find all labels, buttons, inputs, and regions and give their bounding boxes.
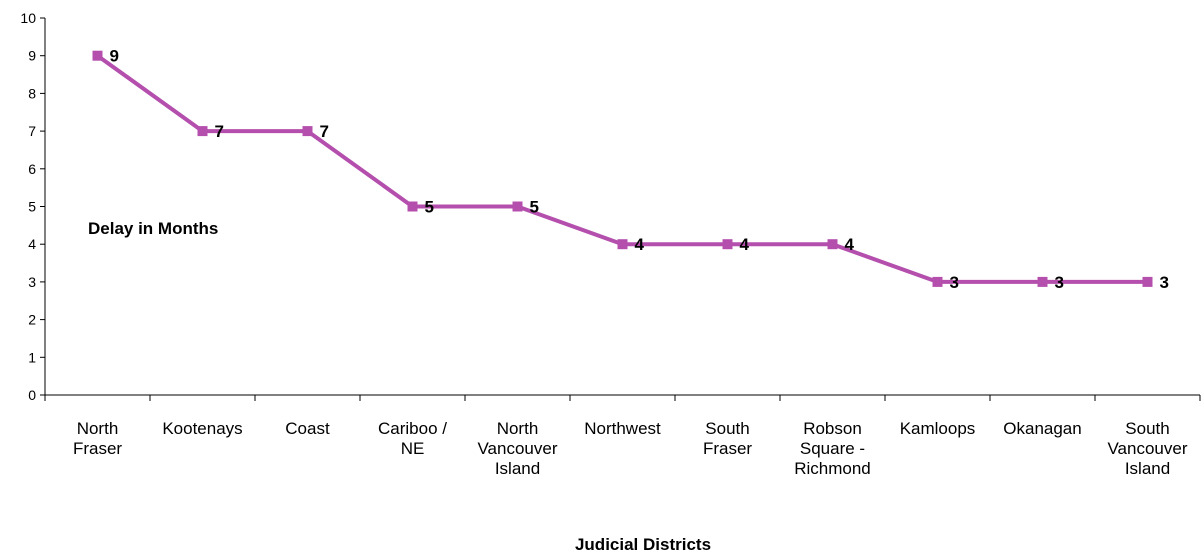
- y-tick-label: 3: [28, 274, 36, 290]
- data-point-marker: [617, 239, 628, 250]
- x-category-label-line: North: [497, 419, 539, 438]
- x-category-label-line: Island: [495, 459, 540, 478]
- x-category-label-line: Kootenays: [162, 419, 242, 438]
- y-tick-label: 6: [28, 161, 36, 177]
- data-point-marker: [1037, 276, 1048, 287]
- x-category-label-line: Coast: [285, 419, 330, 438]
- y-axis: 0 1 2 3 4 5 6 7 8 9 10: [20, 10, 46, 403]
- x-category-label-line: Square -: [800, 439, 865, 458]
- y-tick-label: 7: [28, 123, 36, 139]
- x-category-label-line: Island: [1125, 459, 1170, 478]
- x-category-label-line: South: [705, 419, 749, 438]
- data-value-label: 7: [320, 122, 329, 141]
- x-category-label: North Fraser: [73, 419, 122, 458]
- x-category-label: South Fraser: [703, 419, 752, 458]
- x-category-label-line: Vancouver: [477, 439, 557, 458]
- data-point-marker: [1142, 276, 1153, 287]
- data-point-marker: [512, 201, 523, 212]
- series-markers: [92, 50, 1153, 287]
- y-tick-label: 0: [28, 387, 36, 403]
- x-category-label: South Vancouver Island: [1107, 419, 1187, 478]
- data-point-marker: [197, 126, 208, 137]
- x-category-label-line: North: [77, 419, 119, 438]
- y-tick-label: 10: [20, 10, 36, 26]
- x-category-label-line: Northwest: [584, 419, 661, 438]
- x-axis-title: Judicial Districts: [575, 535, 711, 554]
- x-category-label-line: Vancouver: [1107, 439, 1187, 458]
- data-point-marker: [827, 239, 838, 250]
- x-category-label: North Vancouver Island: [477, 419, 557, 478]
- data-point-marker: [92, 50, 103, 61]
- data-value-label: 5: [530, 198, 539, 217]
- data-value-label: 9: [110, 47, 119, 66]
- data-point-marker: [932, 276, 943, 287]
- data-value-label: 5: [425, 198, 434, 217]
- x-category-label: Okanagan: [1003, 419, 1081, 438]
- x-category-label-line: Okanagan: [1003, 419, 1081, 438]
- x-category-label-line: Richmond: [794, 459, 871, 478]
- y-tick-label: 1: [28, 349, 36, 365]
- x-category-label-line: Cariboo /: [378, 419, 447, 438]
- x-category-label-line: Robson: [803, 419, 862, 438]
- data-point-marker: [407, 201, 418, 212]
- data-labels: 9 7 7 5 5 4 4 4 3 3 3: [110, 47, 1169, 292]
- y-tick-label: 8: [28, 85, 36, 101]
- data-value-label: 3: [1055, 273, 1064, 292]
- x-category-label: Northwest: [584, 419, 661, 438]
- data-point-marker: [722, 239, 733, 250]
- y-tick-label: 9: [28, 48, 36, 64]
- data-value-label: 4: [740, 235, 750, 254]
- x-category-label: Coast: [285, 419, 330, 438]
- data-value-label: 4: [635, 235, 645, 254]
- data-point-marker: [302, 126, 313, 137]
- x-category-label-line: Kamloops: [900, 419, 976, 438]
- x-category-label: Robson Square -Richmond: [794, 419, 871, 478]
- x-category-label-line: NE: [401, 439, 425, 458]
- data-value-label: 4: [845, 235, 855, 254]
- y-tick-label: 2: [28, 312, 36, 328]
- x-category-label-line: Fraser: [703, 439, 752, 458]
- x-category-label: Cariboo / NE: [378, 419, 447, 458]
- x-category-label: Kootenays: [162, 419, 242, 438]
- x-category-label-line: Fraser: [73, 439, 122, 458]
- x-category-label-line: South: [1125, 419, 1169, 438]
- series-name-label: Delay in Months: [88, 219, 218, 238]
- y-tick-label: 4: [28, 236, 36, 252]
- data-value-label: 7: [215, 122, 224, 141]
- data-value-label: 3: [950, 273, 959, 292]
- x-category-label: Kamloops: [900, 419, 976, 438]
- data-value-label: 3: [1160, 273, 1169, 292]
- y-tick-label: 5: [28, 199, 36, 215]
